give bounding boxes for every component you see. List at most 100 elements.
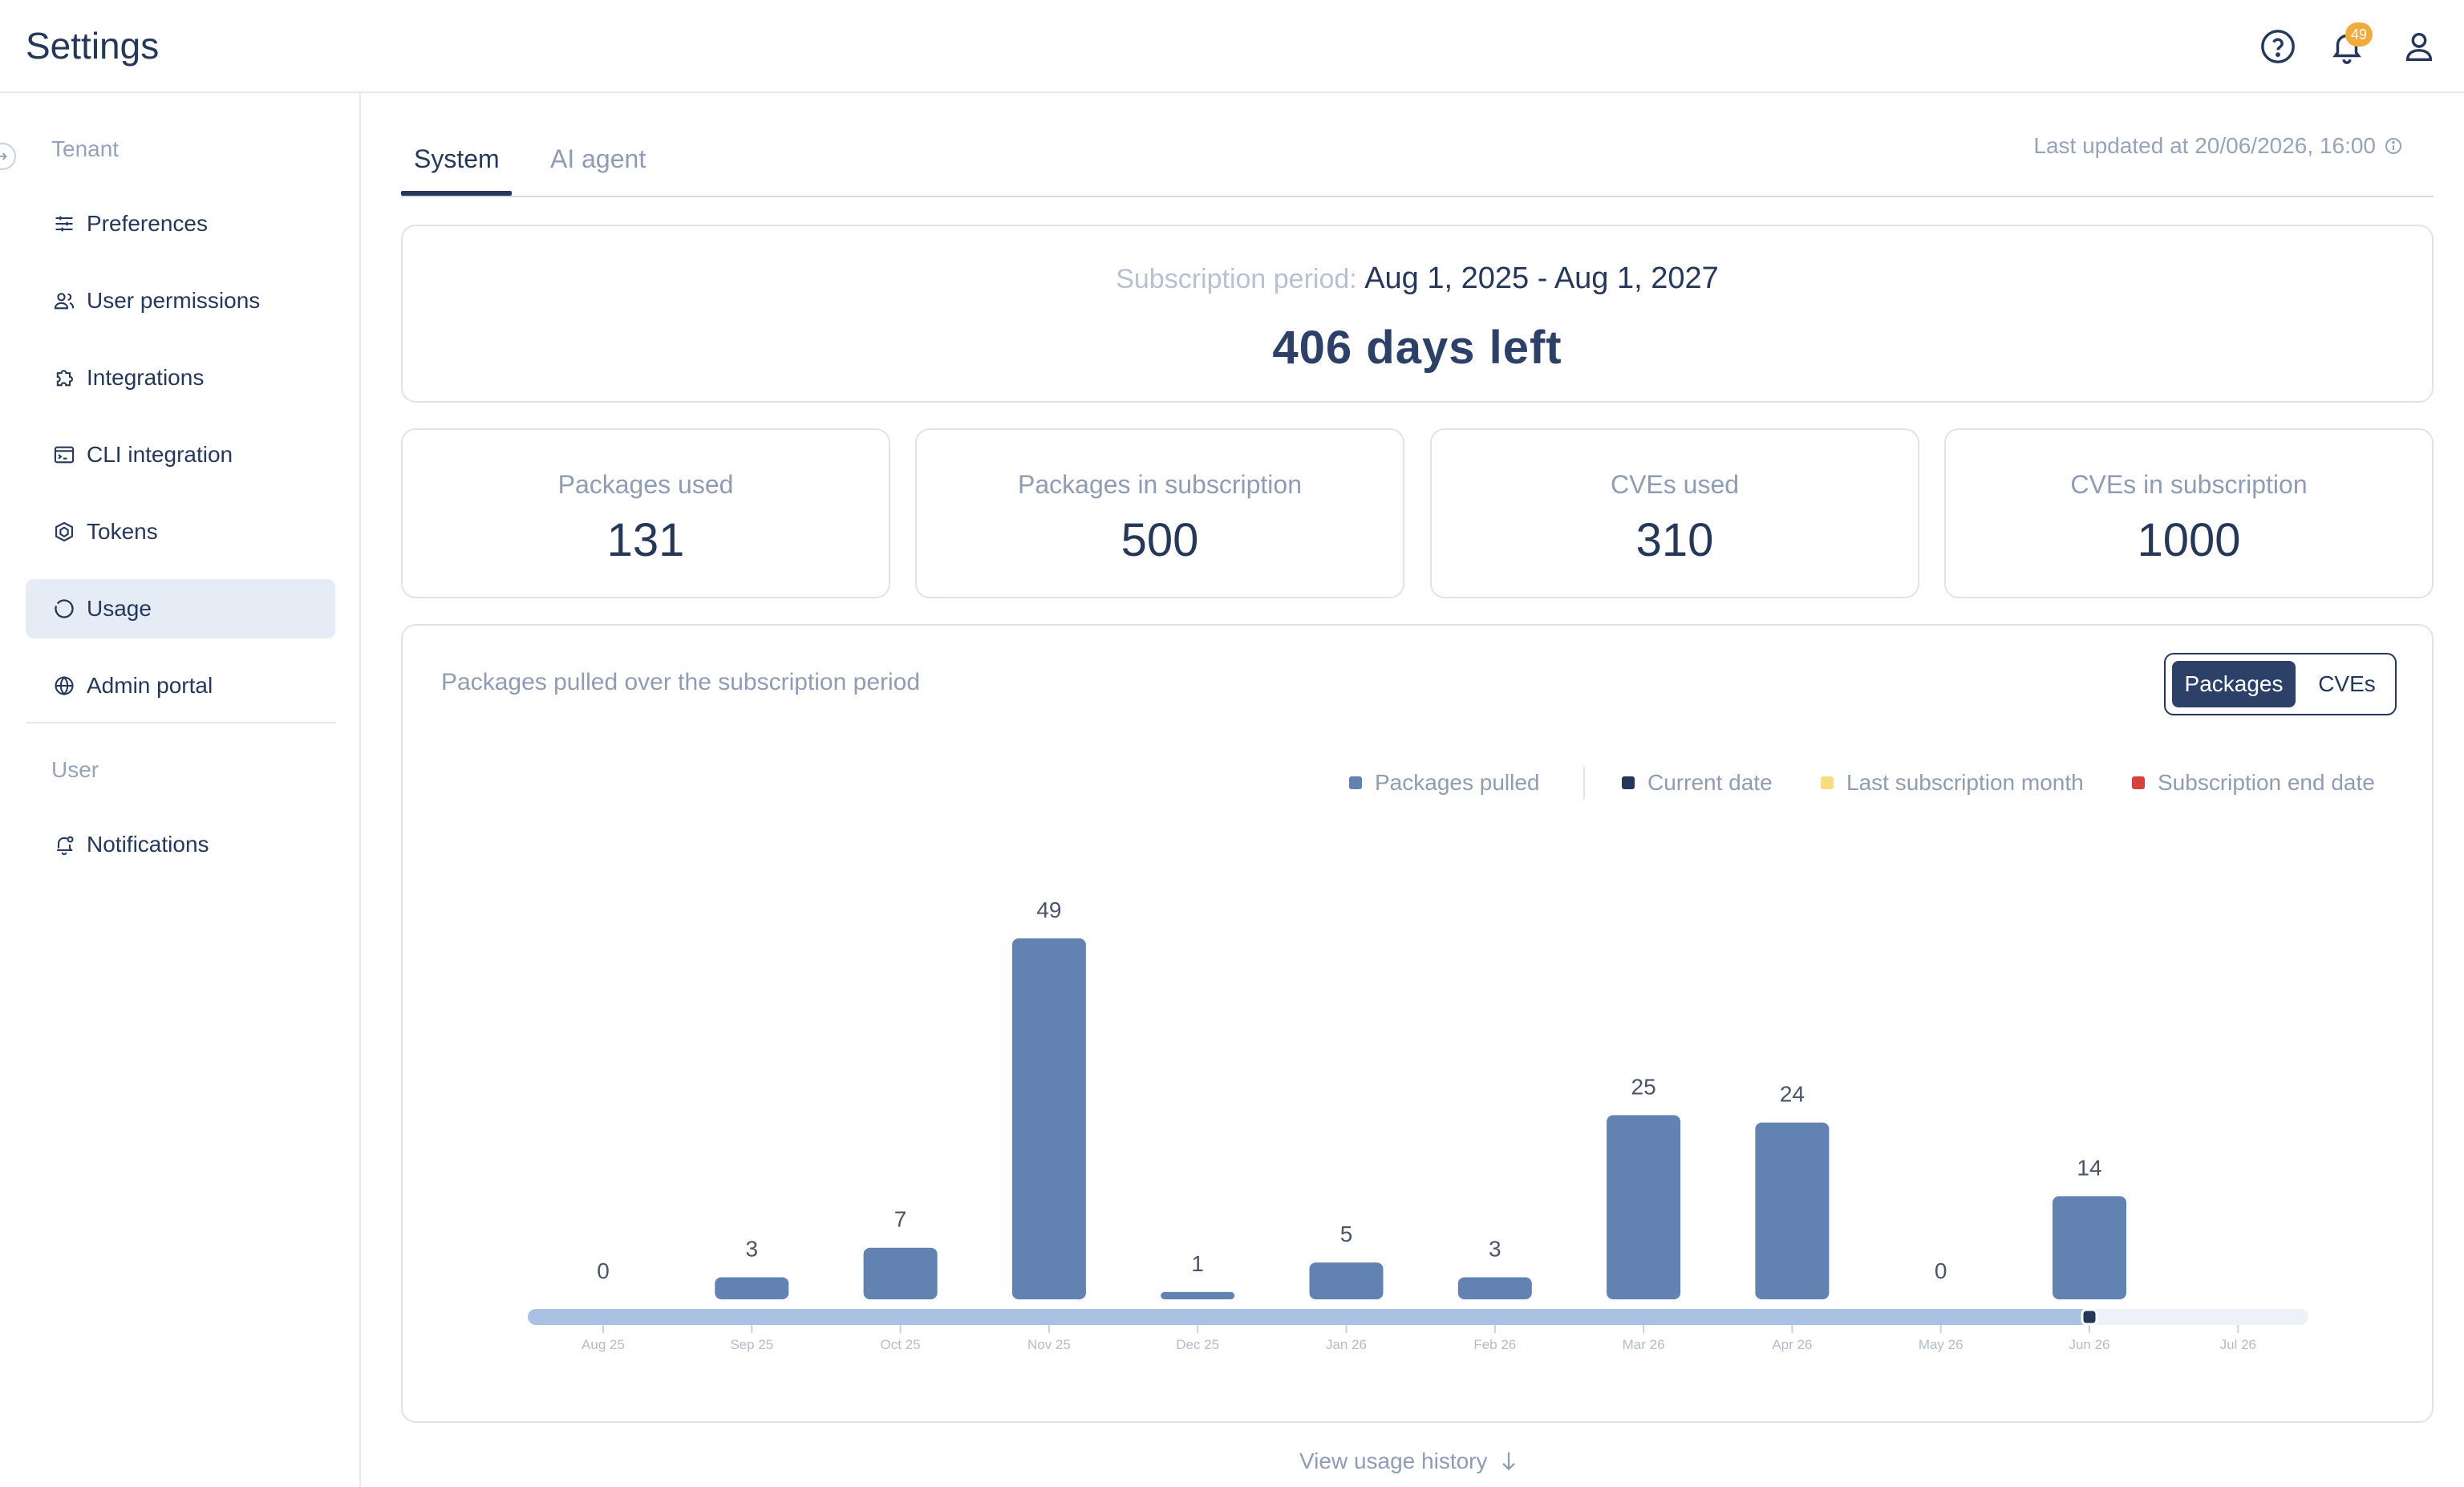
stat-value: 131 [606, 514, 685, 566]
bar-data-label: 24 [1780, 1082, 1805, 1107]
stat-card-packages-in-subscription: Packages in subscription 500 [915, 428, 1404, 598]
x-axis-tick-label: Jul 26 [2220, 1337, 2256, 1352]
legend-swatch [1349, 776, 1362, 789]
legend-subscription-end-date: Subscription end date [2132, 770, 2375, 796]
chart-bar[interactable] [863, 1247, 938, 1299]
chart-bar[interactable] [1011, 938, 1086, 1299]
sidebar-collapse-toggle[interactable] [0, 143, 16, 170]
stat-value: 500 [1121, 514, 1199, 566]
settings-sidebar: Tenant Preferences User permissions Inte… [0, 93, 361, 1487]
usage-tabs: System AI agent Last updated at 20/06/20… [401, 133, 2434, 197]
notifications-bell-icon[interactable]: 49 [2326, 22, 2373, 67]
legend-last-subscription-month: Last subscription month [1821, 770, 2084, 796]
packages-bar-chart: 0 Aug 25 3 Sep 25 7 Oct 25 49 Nov 25 1 Dec 25 5 Jan… [528, 897, 2308, 1352]
chart-bar[interactable] [1161, 1291, 1235, 1299]
sidebar-item-integrations[interactable]: Integrations [26, 348, 335, 407]
chart-title: Packages pulled over the subscription pe… [441, 669, 921, 695]
page-title: Settings [26, 25, 160, 67]
bar-data-label: 7 [894, 1207, 907, 1232]
sidebar-item-user-permissions[interactable]: User permissions [26, 271, 335, 330]
stat-label: CVEs in subscription [2070, 470, 2308, 499]
chart-bar[interactable] [1607, 1115, 1681, 1299]
sidebar-item-usage[interactable]: Usage [26, 579, 335, 638]
x-axis-tick-label: Sep 25 [730, 1337, 773, 1352]
current-date-marker [2081, 1308, 2098, 1326]
sidebar-item-admin-portal[interactable]: Admin portal [26, 656, 335, 715]
sidebar-item-label: Admin portal [87, 673, 213, 698]
legend-label: Subscription end date [2158, 770, 2375, 795]
globe-icon [55, 675, 74, 696]
x-axis-tick-label: Jan 26 [1326, 1337, 1367, 1352]
packages-chart-card: Packages pulled over the subscription pe… [401, 624, 2434, 1423]
x-axis-tick-label: Apr 26 [1772, 1337, 1812, 1352]
puzzle-icon [56, 370, 73, 387]
toggle-packages-button[interactable]: Packages [2172, 661, 2296, 707]
legend-packages-pulled: Packages pulled [1349, 770, 1539, 796]
sidebar-item-label: Notifications [87, 832, 209, 857]
sidebar-item-label: Usage [87, 596, 152, 621]
stat-card-packages-used: Packages used 131 [401, 428, 890, 598]
chart-bar[interactable] [715, 1277, 789, 1299]
last-updated-text: Last updated at 20/06/2026, 16:00 [2033, 133, 2376, 158]
chart-bar[interactable] [2053, 1196, 2126, 1299]
sidebar-item-cli-integration[interactable]: CLI integration [26, 425, 335, 484]
x-axis-tick-label: Jun 26 [2069, 1337, 2109, 1352]
arrow-right-icon [0, 152, 7, 160]
view-usage-history-label: View usage history [1299, 1449, 1488, 1473]
bar-data-label: 0 [1935, 1258, 1947, 1283]
info-icon[interactable] [2384, 136, 2403, 156]
user-account-icon[interactable] [2398, 26, 2440, 67]
chart-bar[interactable] [1457, 1277, 1532, 1299]
subscription-period-card: Subscription period: Aug 1, 2025 - Aug 1… [401, 225, 2434, 403]
subscription-period-label: Subscription period: [1116, 264, 1357, 294]
stat-card-cves-used: CVEs used 310 [1430, 428, 1919, 598]
legend-swatch [1622, 776, 1635, 789]
x-axis-tick-label: Mar 26 [1623, 1337, 1665, 1352]
legend-current-date: Current date [1622, 770, 1773, 796]
x-axis-tick-label: Feb 26 [1473, 1337, 1516, 1352]
bar-data-label: 3 [1489, 1236, 1502, 1261]
x-axis-tick-label: Dec 25 [1176, 1337, 1219, 1352]
sidebar-item-label: Preferences [87, 211, 208, 236]
stat-label: CVEs used [1610, 470, 1740, 499]
help-icon[interactable] [2257, 26, 2299, 67]
arrow-down-icon [1502, 1452, 1515, 1471]
stat-card-cves-in-subscription: CVEs in subscription 1000 [1944, 428, 2434, 598]
sidebar-item-label: User permissions [87, 288, 261, 313]
stat-value: 1000 [2137, 514, 2241, 566]
legend-swatch [2132, 776, 2145, 789]
sidebar-item-label: Integrations [87, 365, 205, 390]
sidebar-item-notifications[interactable]: Notifications [26, 815, 335, 874]
chart-bar[interactable] [1755, 1122, 1830, 1299]
x-axis-tick-label: Aug 25 [582, 1337, 625, 1352]
x-axis-tick-label: May 26 [1919, 1337, 1964, 1352]
terminal-icon [54, 446, 75, 464]
bar-data-label: 1 [1191, 1251, 1204, 1276]
sidebar-item-preferences[interactable]: Preferences [26, 194, 335, 253]
toggle-cves-button[interactable]: CVEs [2318, 671, 2376, 696]
bar-data-label: 49 [1036, 897, 1061, 922]
last-updated-info: Last updated at 20/06/2026, 16:00 [2033, 133, 2403, 159]
sliders-icon [55, 216, 73, 232]
legend-swatch [1821, 776, 1834, 789]
sidebar-item-label: Tokens [87, 519, 158, 544]
token-icon [55, 521, 73, 542]
tab-system[interactable]: System [414, 144, 500, 173]
active-tab-indicator [401, 191, 512, 196]
legend-label: Last subscription month [1846, 770, 2084, 795]
usage-icon [55, 599, 74, 618]
tab-ai-agent[interactable]: AI agent [550, 144, 646, 173]
notification-count-badge: 49 [2345, 22, 2373, 47]
x-axis-tick-label: Oct 25 [881, 1337, 921, 1352]
sidebar-item-tokens[interactable]: Tokens [26, 502, 335, 561]
subscription-period-line: Subscription period: Aug 1, 2025 - Aug 1… [403, 261, 2432, 296]
stat-label: Packages used [557, 470, 734, 499]
bar-data-label: 5 [1340, 1222, 1353, 1246]
chart-bar[interactable] [1309, 1262, 1384, 1299]
days-left-value: 406 days left [1272, 322, 1562, 374]
view-usage-history-link[interactable]: View usage history [1299, 1449, 1518, 1474]
users-icon [54, 293, 75, 310]
legend-label: Current date [1647, 770, 1773, 795]
legend-separator [1583, 767, 1585, 799]
sidebar-divider [26, 722, 335, 723]
